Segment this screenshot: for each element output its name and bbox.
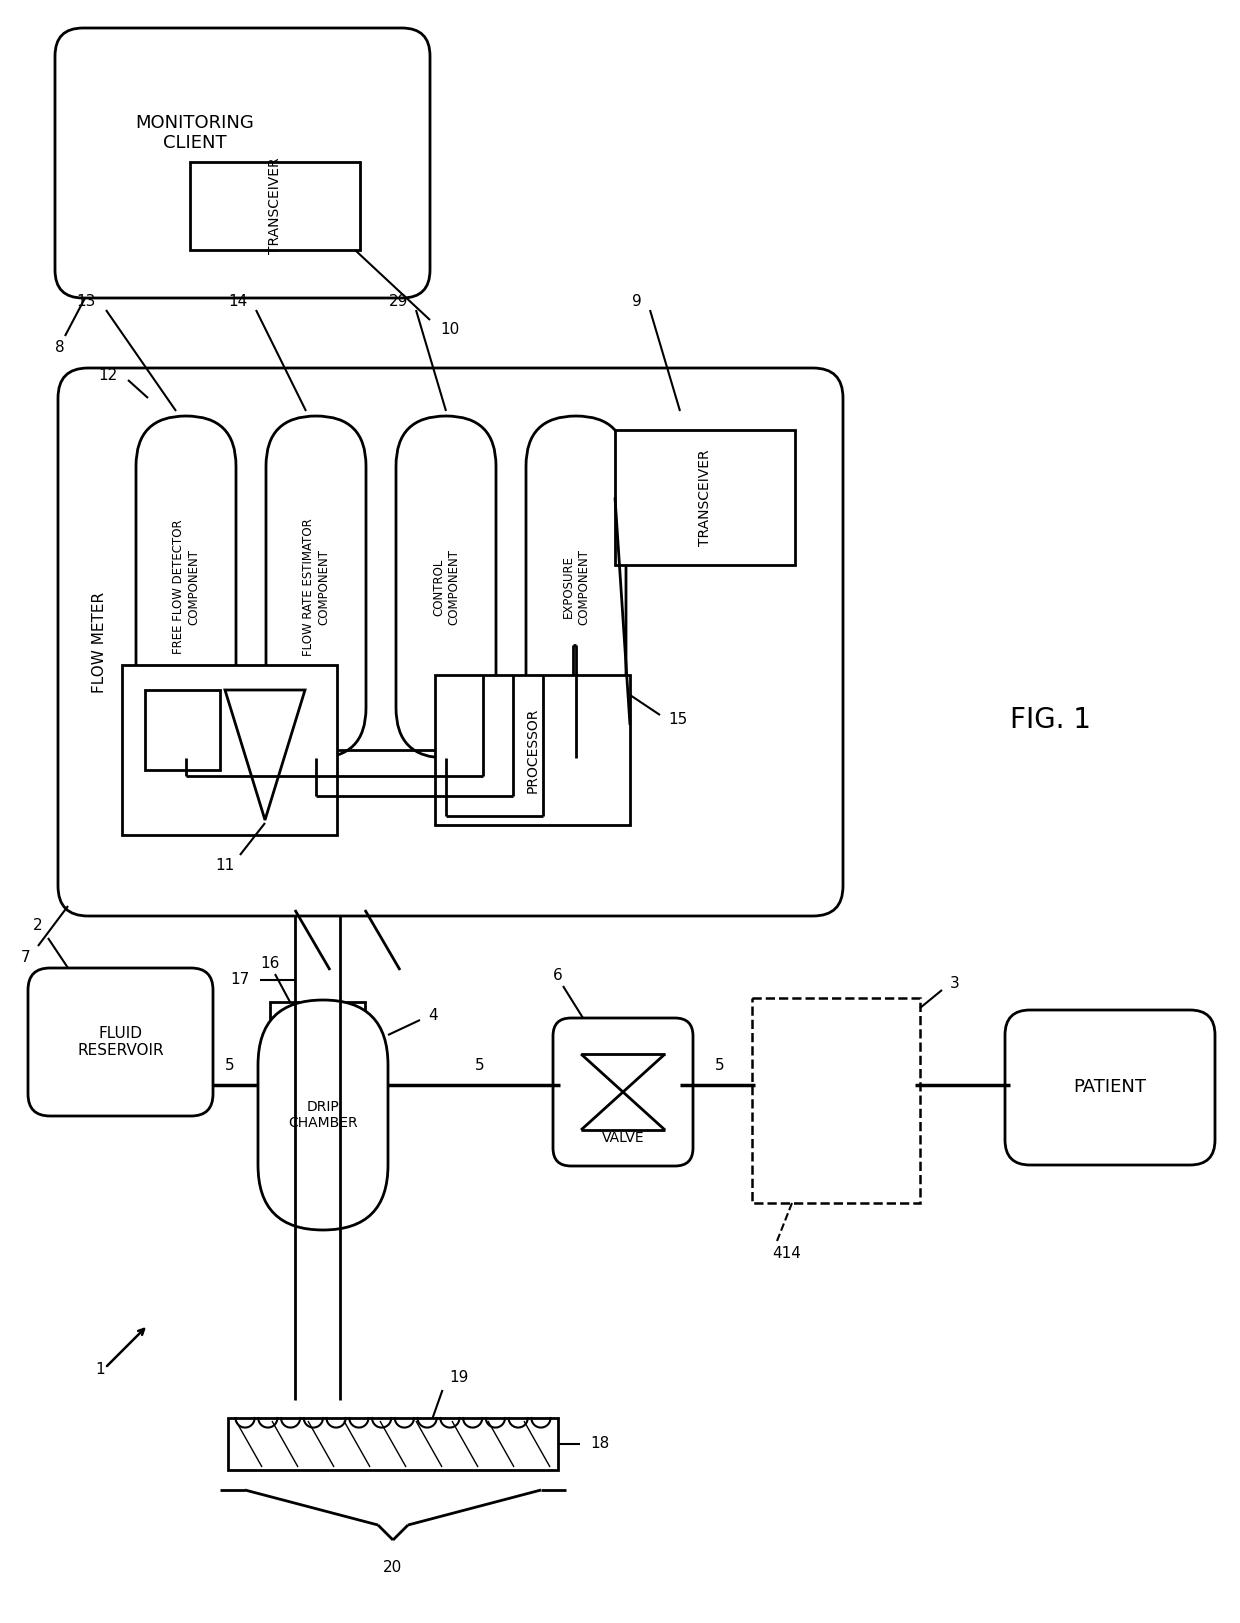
FancyBboxPatch shape	[258, 1000, 388, 1230]
FancyBboxPatch shape	[122, 665, 337, 834]
Text: 7: 7	[20, 951, 30, 966]
FancyBboxPatch shape	[435, 675, 630, 824]
FancyBboxPatch shape	[145, 690, 219, 769]
Text: 3: 3	[950, 975, 960, 990]
Text: 29: 29	[388, 294, 408, 310]
Text: FREE FLOW DETECTOR
COMPONENT: FREE FLOW DETECTOR COMPONENT	[172, 519, 200, 654]
Text: 10: 10	[440, 323, 459, 338]
FancyBboxPatch shape	[58, 368, 843, 915]
Text: 6: 6	[553, 969, 563, 984]
FancyBboxPatch shape	[136, 415, 236, 758]
Text: 5: 5	[475, 1058, 485, 1073]
Text: 414: 414	[773, 1245, 801, 1261]
Text: 9: 9	[632, 294, 642, 310]
Text: FLOW METER: FLOW METER	[93, 591, 108, 693]
Text: 14: 14	[228, 294, 248, 310]
Text: 5: 5	[715, 1058, 725, 1073]
Text: FLUID
RESERVOIR: FLUID RESERVOIR	[77, 1026, 164, 1058]
Text: 5: 5	[226, 1058, 234, 1073]
FancyBboxPatch shape	[751, 998, 920, 1203]
Text: 2: 2	[33, 919, 43, 933]
Text: 12: 12	[99, 368, 118, 383]
Text: MONITORING
CLIENT: MONITORING CLIENT	[135, 114, 254, 153]
Text: PROCESSOR: PROCESSOR	[526, 708, 539, 792]
Text: 20: 20	[383, 1560, 403, 1574]
Text: 17: 17	[231, 972, 250, 987]
FancyBboxPatch shape	[190, 162, 360, 250]
Text: TRANSCEIVER: TRANSCEIVER	[698, 450, 712, 545]
Text: 1: 1	[95, 1362, 105, 1378]
Text: 19: 19	[449, 1370, 469, 1386]
FancyBboxPatch shape	[615, 430, 795, 565]
FancyBboxPatch shape	[396, 415, 496, 758]
FancyBboxPatch shape	[267, 415, 366, 758]
FancyBboxPatch shape	[553, 1018, 693, 1165]
Text: 16: 16	[260, 956, 280, 972]
Text: FLOW RATE ESTIMATOR
COMPONENT: FLOW RATE ESTIMATOR COMPONENT	[303, 518, 330, 656]
Text: 4: 4	[428, 1008, 438, 1022]
Text: 8: 8	[55, 341, 64, 355]
Text: 15: 15	[668, 712, 687, 727]
FancyBboxPatch shape	[270, 1001, 365, 1053]
Text: VALVE: VALVE	[601, 1131, 645, 1144]
FancyBboxPatch shape	[526, 415, 626, 758]
FancyBboxPatch shape	[55, 28, 430, 299]
Text: TRANSCEIVER: TRANSCEIVER	[268, 157, 281, 255]
Text: 18: 18	[590, 1436, 609, 1451]
FancyBboxPatch shape	[228, 1419, 558, 1470]
Text: CONTROL
COMPONENT: CONTROL COMPONENT	[432, 549, 460, 625]
Text: DRIP
CHAMBER: DRIP CHAMBER	[288, 1100, 358, 1130]
Text: PATIENT: PATIENT	[1074, 1079, 1147, 1097]
FancyBboxPatch shape	[1004, 1010, 1215, 1165]
Text: FIG. 1: FIG. 1	[1009, 706, 1090, 734]
FancyBboxPatch shape	[29, 967, 213, 1117]
Text: 13: 13	[77, 294, 95, 310]
Text: 11: 11	[216, 857, 236, 873]
Text: EXPOSURE
COMPONENT: EXPOSURE COMPONENT	[562, 549, 590, 625]
